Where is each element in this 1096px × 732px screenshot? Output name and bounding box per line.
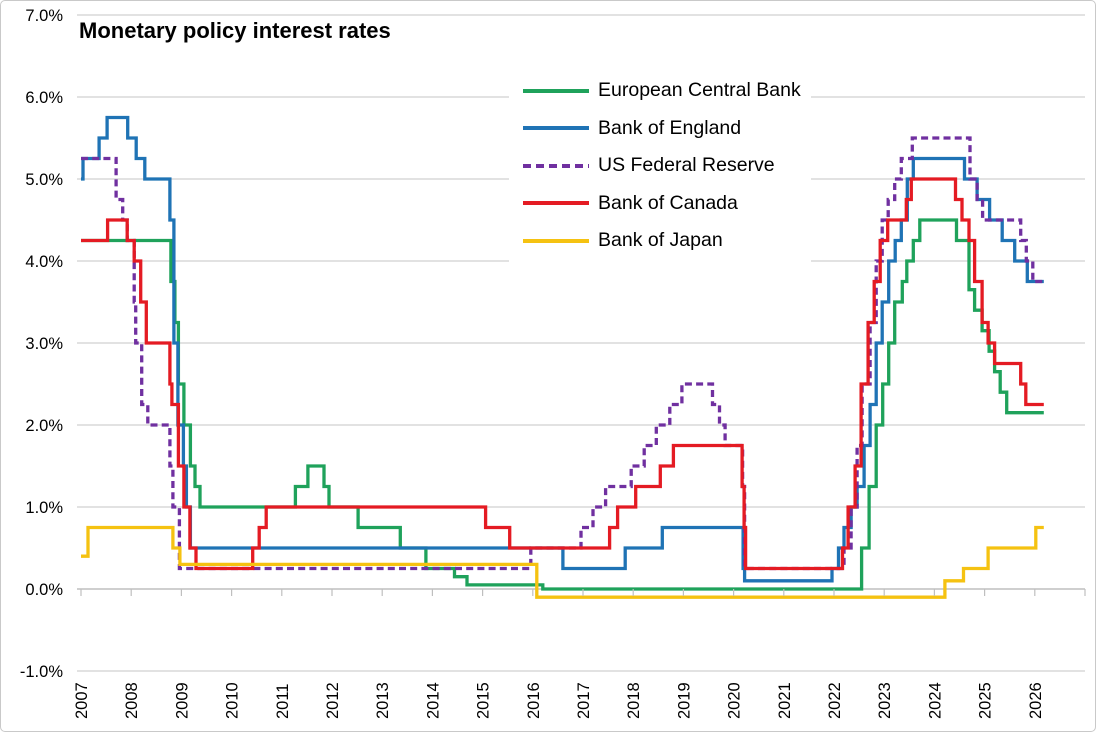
- x-tick-label: 2010: [224, 682, 242, 719]
- x-tick-label: 2024: [926, 682, 944, 719]
- y-axis-labels: 7.0% 6.0% 5.0% 4.0% 3.0% 2.0% 1.0% 0.0% …: [20, 7, 63, 681]
- x-tick-label: 2026: [1027, 682, 1045, 719]
- y-tick-label: 2.0%: [25, 417, 63, 435]
- series-line-bank-of-england: [81, 115, 1044, 583]
- legend-label: Bank of Japan: [598, 229, 723, 252]
- legend-line-sample: [523, 126, 589, 131]
- series-line-us-federal-reserve: [81, 136, 1044, 571]
- legend-item-bank-of-england: Bank of England: [523, 110, 801, 148]
- legend-line-sample: [523, 238, 589, 243]
- y-tick-label: 4.0%: [25, 253, 63, 271]
- x-tick-label: 2025: [977, 682, 995, 719]
- x-tick-label: 2022: [826, 682, 844, 719]
- legend-item-us-federal-reserve: US Federal Reserve: [523, 147, 801, 185]
- y-tick-label: 3.0%: [25, 335, 63, 353]
- x-tick-label: 2008: [123, 682, 141, 719]
- series-line-european-central-bank: [81, 218, 1044, 591]
- x-tick-label: 2015: [475, 682, 493, 719]
- x-tick-label: 2020: [726, 682, 744, 719]
- x-tick-label: 2013: [374, 682, 392, 719]
- y-tick-label: 7.0%: [25, 7, 63, 25]
- legend: European Central Bank Bank of England US F…: [509, 70, 811, 262]
- series-line-bank-of-canada: [81, 177, 1044, 571]
- x-tick-label: 2017: [575, 682, 593, 719]
- legend-line-sample: [523, 163, 589, 168]
- x-tick-label: 2016: [525, 682, 543, 719]
- chart-title: Monetary policy interest rates: [79, 18, 405, 44]
- y-tick-label: -1.0%: [20, 663, 63, 681]
- legend-label: US Federal Reserve: [598, 154, 775, 177]
- legend-item-bank-of-japan: Bank of Japan: [523, 222, 801, 260]
- y-tick-label: 0.0%: [25, 581, 63, 599]
- x-tick-label: 2009: [173, 682, 191, 719]
- series-lines: [81, 115, 1044, 599]
- y-tick-label: 1.0%: [25, 499, 63, 517]
- legend-label: European Central Bank: [598, 79, 801, 102]
- y-tick-label: 5.0%: [25, 171, 63, 189]
- x-tick-label: 2011: [274, 684, 292, 719]
- x-tick-label: 2023: [876, 682, 894, 719]
- x-tick-label: 2014: [424, 682, 442, 719]
- series-line-bank-of-japan: [81, 525, 1044, 599]
- legend-label: Bank of Canada: [598, 191, 738, 214]
- x-tick-label: 2007: [73, 682, 91, 719]
- legend-line-sample: [523, 88, 589, 93]
- legend-label: Bank of England: [598, 116, 742, 139]
- legend-item-european-central-bank: European Central Bank: [523, 72, 801, 110]
- x-tick-label: 2019: [675, 682, 693, 719]
- x-axis-labels: 2007 2008 2009 2010 2011 2012 2013 2014 2015 2016…: [73, 682, 1045, 719]
- legend-item-bank-of-canada: Bank of Canada: [523, 185, 801, 223]
- x-tick-label: 2012: [324, 682, 342, 719]
- legend-line-sample: [523, 201, 589, 206]
- x-axis: [80, 589, 1086, 596]
- x-tick-label: 2021: [776, 682, 794, 719]
- y-tick-label: 6.0%: [25, 89, 63, 107]
- x-tick-label: 2018: [625, 682, 643, 719]
